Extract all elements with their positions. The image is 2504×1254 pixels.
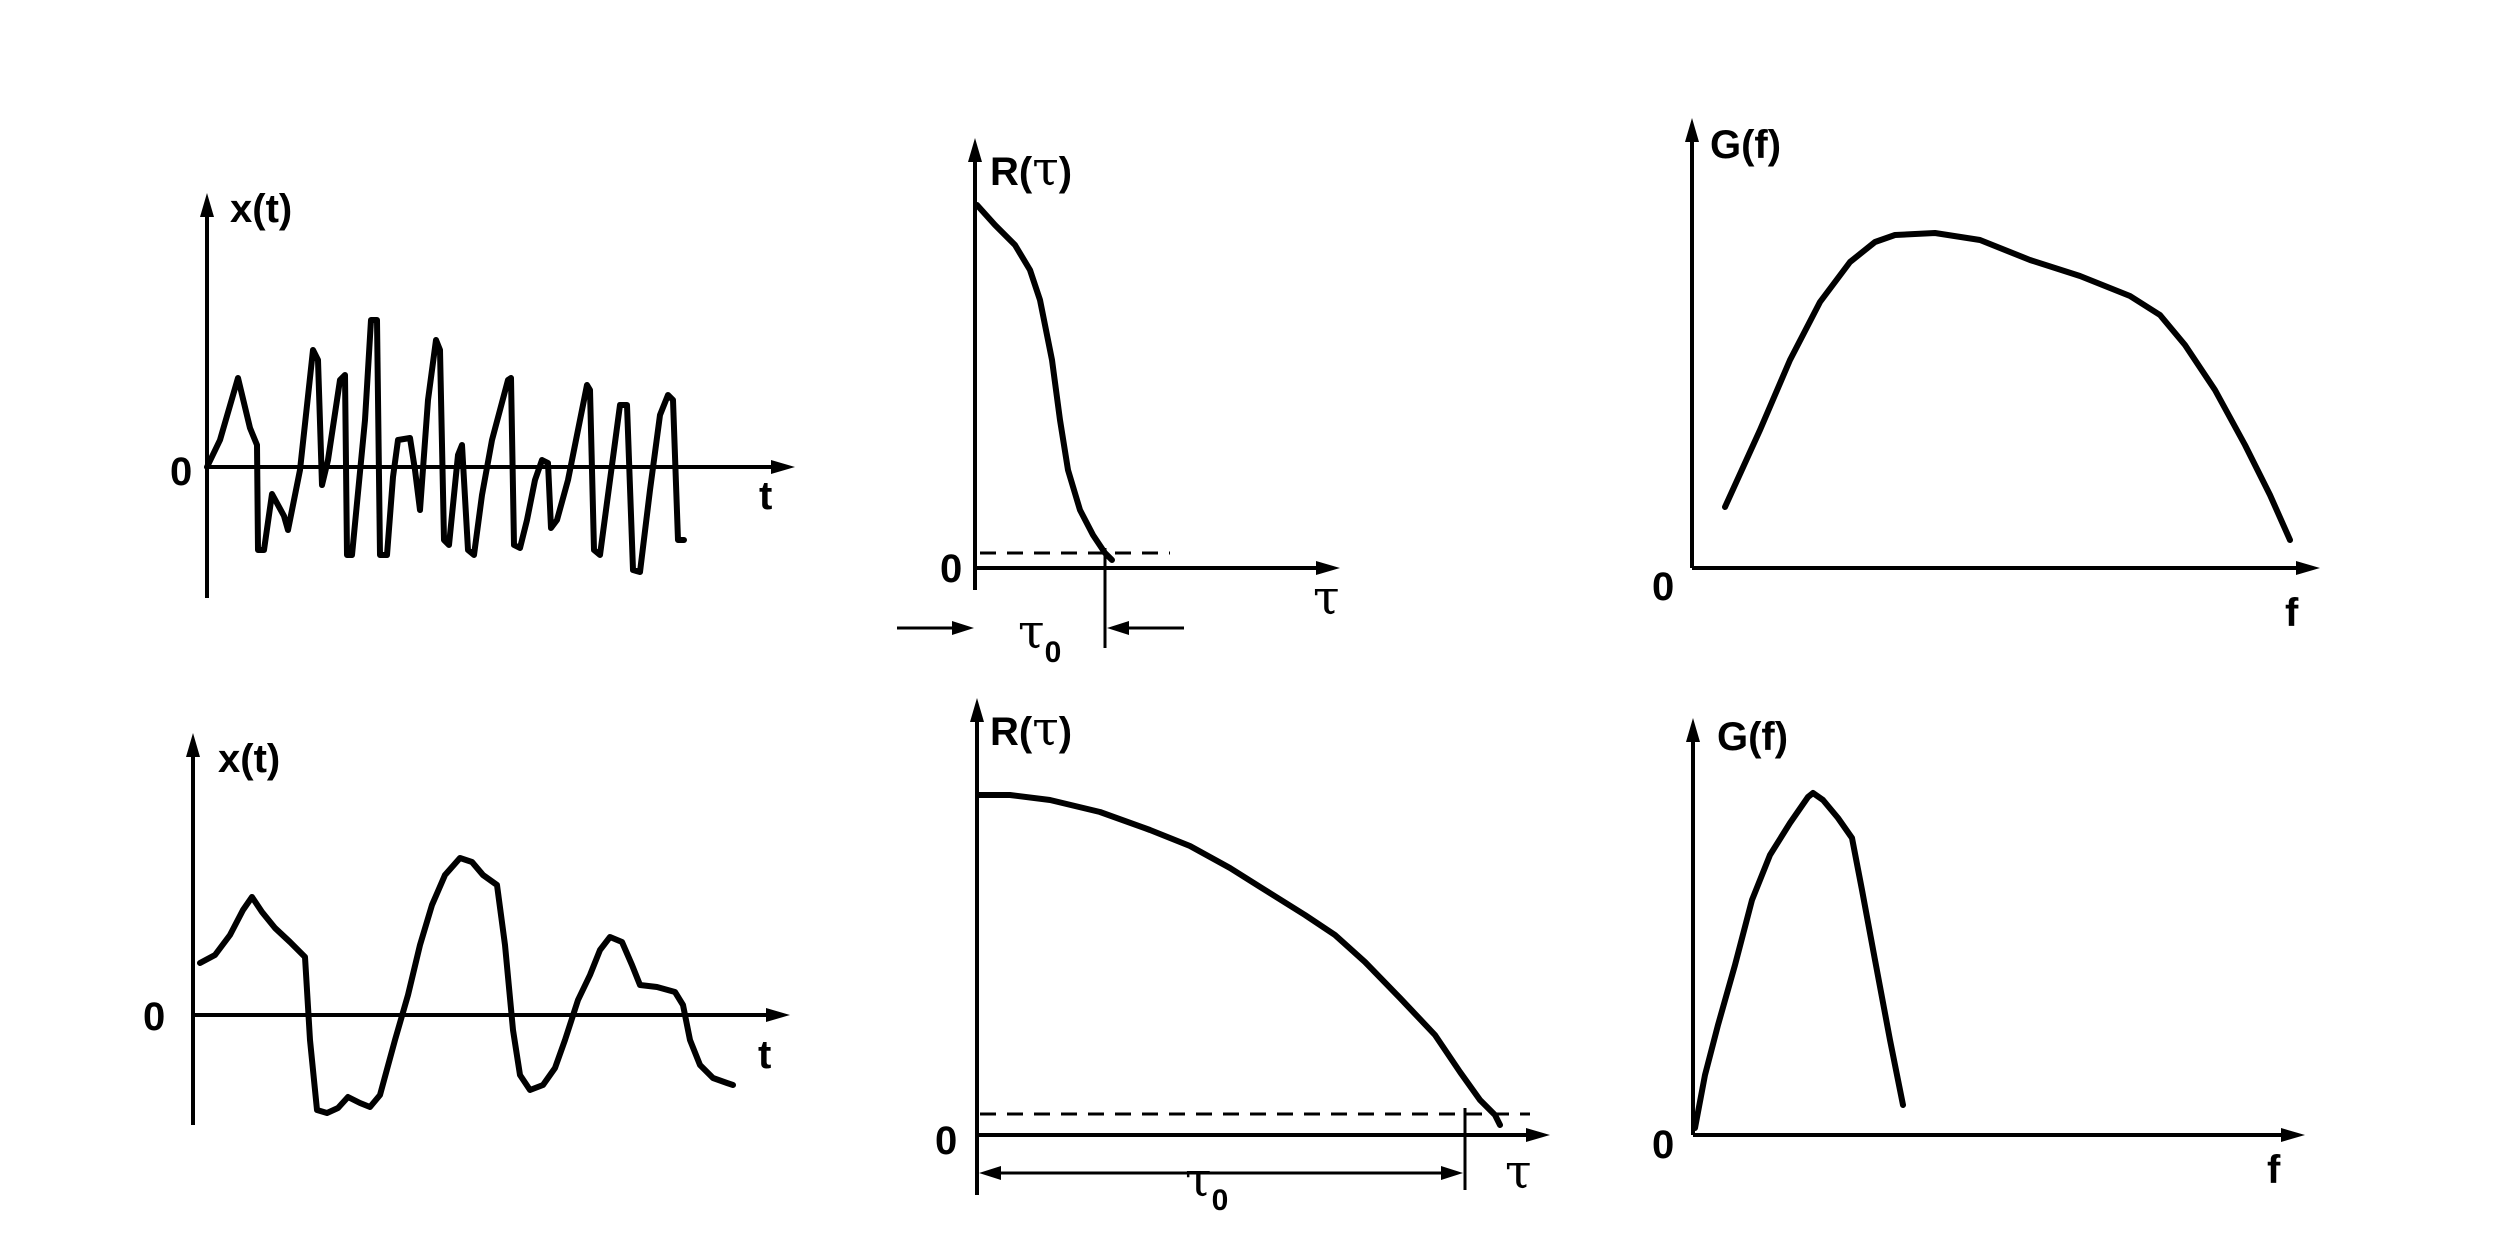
- signal-curve: [204, 317, 687, 575]
- x-axis-label: t: [758, 1033, 771, 1077]
- x-axis-label: f: [2285, 591, 2299, 635]
- tau0-right-arrowhead: [1441, 1166, 1463, 1180]
- y-axis-arrowhead: [1685, 118, 1699, 142]
- y-axis-arrowhead: [970, 698, 984, 722]
- x-axis-arrowhead: [2296, 561, 2320, 575]
- panel-psd-fast: G(f) f 0: [1652, 118, 2320, 635]
- origin-label: 0: [170, 450, 192, 494]
- x-axis-arrowhead: [1526, 1128, 1550, 1142]
- x-axis-arrowhead: [1316, 561, 1340, 575]
- origin-label: 0: [1652, 565, 1674, 609]
- tau0-label: τ0: [1018, 604, 1061, 669]
- origin-label: 0: [940, 547, 962, 591]
- x-axis-label: τ: [1313, 570, 1340, 626]
- origin-label: 0: [143, 995, 165, 1039]
- y-axis-label: R(τ): [990, 701, 1072, 757]
- tau0-label: τ0: [1185, 1152, 1228, 1217]
- signal-curve: [197, 855, 736, 1116]
- spectrum-curve: [1692, 790, 1906, 1131]
- x-axis-arrowhead: [766, 1008, 790, 1022]
- y-axis-arrowhead: [186, 733, 200, 757]
- autocorrelation-curve: [974, 202, 1115, 563]
- panel-signal-fast: x(t) t 0: [170, 187, 795, 598]
- y-axis-label: G(f): [1710, 123, 1781, 167]
- x-axis-arrowhead: [771, 460, 795, 474]
- panel-signal-slow: x(t) t 0: [143, 733, 790, 1125]
- y-axis-arrowhead: [1686, 718, 1700, 742]
- y-axis-arrowhead: [968, 138, 982, 162]
- origin-label: 0: [935, 1119, 957, 1163]
- tau0-left-arrowhead: [952, 621, 974, 635]
- x-axis-label: t: [759, 474, 772, 518]
- tau0-left-arrowhead: [979, 1166, 1001, 1180]
- y-axis-label: G(f): [1717, 715, 1788, 759]
- tau0-right-arrowhead: [1107, 621, 1129, 635]
- origin-label: 0: [1652, 1123, 1674, 1167]
- y-axis-label: R(τ): [990, 141, 1072, 197]
- x-axis-label: τ: [1505, 1144, 1532, 1200]
- spectrum-curve: [1722, 230, 2293, 543]
- x-axis-arrowhead: [2281, 1128, 2305, 1142]
- autocorrelation-curve: [976, 792, 1503, 1128]
- panel-acf-slow: R(τ) τ 0 τ0: [935, 698, 1550, 1217]
- y-axis-arrowhead: [200, 193, 214, 217]
- y-axis-label: x(t): [230, 187, 292, 231]
- panel-psd-slow: G(f) f 0: [1652, 715, 2305, 1192]
- x-axis-label: f: [2267, 1148, 2281, 1192]
- y-axis-label: x(t): [218, 737, 280, 781]
- panel-acf-fast: R(τ) τ 0 τ0: [897, 138, 1340, 669]
